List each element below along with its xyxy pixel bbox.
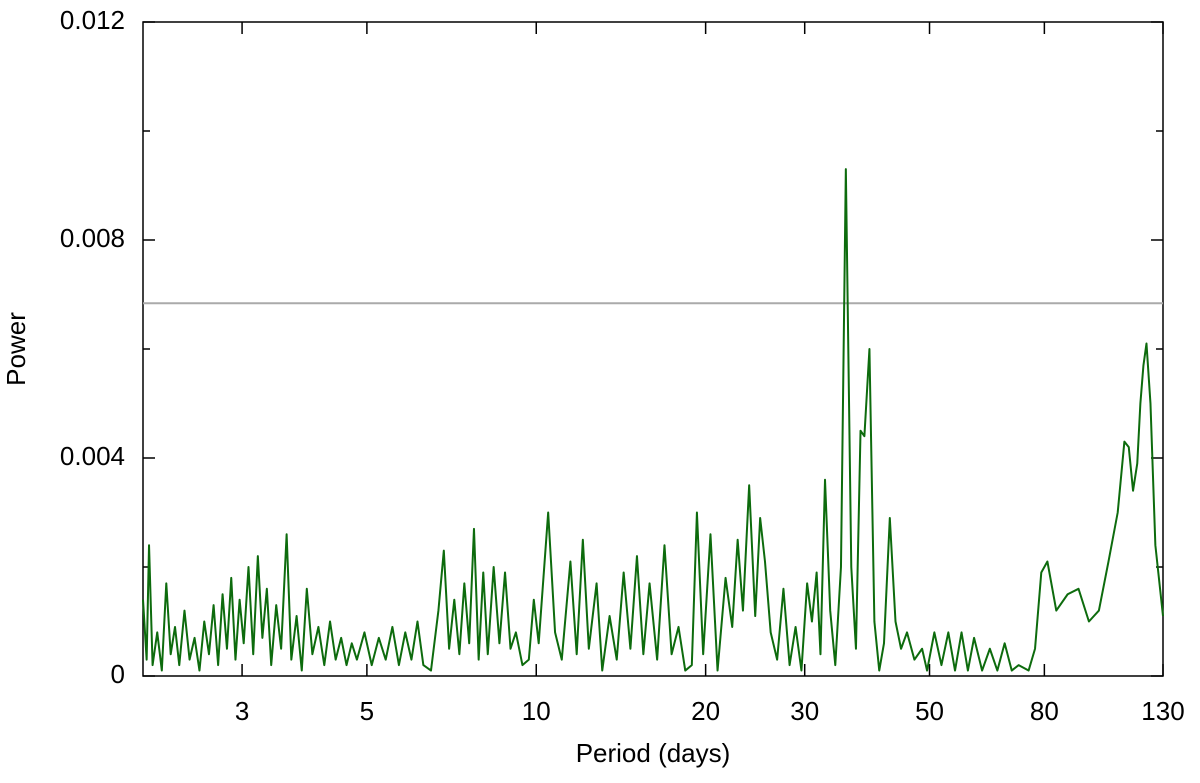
x-tick-label: 130 bbox=[1141, 696, 1184, 726]
x-tick-label: 3 bbox=[235, 696, 249, 726]
x-tick-label: 30 bbox=[790, 696, 819, 726]
y-tick-label: 0.008 bbox=[60, 223, 125, 253]
x-axis-title: Period (days) bbox=[576, 738, 731, 768]
x-tick-label: 50 bbox=[915, 696, 944, 726]
y-tick-label: 0.012 bbox=[60, 5, 125, 35]
x-tick-label: 80 bbox=[1030, 696, 1059, 726]
series-line bbox=[142, 168, 1164, 672]
y-tick-label: 0.004 bbox=[60, 441, 125, 471]
x-tick-label: 5 bbox=[360, 696, 374, 726]
plot-frame bbox=[142, 21, 1164, 677]
y-axis-title: Power bbox=[1, 312, 31, 386]
y-tick-label: 0 bbox=[111, 659, 125, 689]
x-tick-label: 10 bbox=[522, 696, 551, 726]
x-tick-label: 20 bbox=[691, 696, 720, 726]
